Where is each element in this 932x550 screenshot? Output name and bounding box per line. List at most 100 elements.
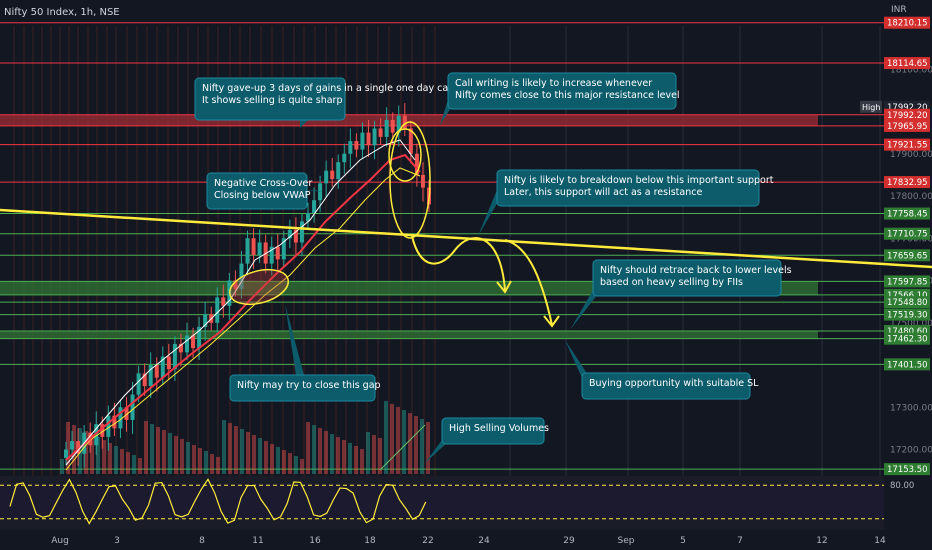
volume-bar [150, 424, 154, 474]
candle-body [191, 335, 196, 349]
candle-body [354, 141, 359, 150]
annotation-boxes: Nifty gave-up 3 days of gains in a singl… [194, 72, 792, 463]
callout-line: Nifty should retrace back to lower level… [600, 265, 792, 276]
candle-body [306, 212, 310, 222]
volume-bar [102, 440, 106, 474]
candle-body [185, 335, 189, 353]
callout-text-gave_up: Nifty gave-up 3 days of gains in a singl… [202, 83, 472, 106]
volume-bar [294, 456, 298, 474]
price-tag-green [884, 275, 930, 288]
time-tick-label: 16 [309, 536, 321, 546]
indicator-lines [65, 139, 421, 471]
volume-bar [342, 440, 346, 474]
zone-green [0, 330, 818, 339]
callout-box [206, 172, 308, 210]
drawings [0, 121, 932, 471]
candle-body [154, 365, 159, 378]
callout-tail [570, 290, 601, 330]
projection-arrow-1 [496, 280, 512, 294]
volume-bar [390, 404, 394, 474]
time-tick-label: 29 [563, 536, 575, 546]
callout-box [581, 372, 751, 400]
volume-bar [90, 434, 94, 474]
candle-body [64, 449, 68, 458]
volume-bar [120, 449, 124, 474]
candle-body [360, 132, 365, 150]
price-tag-label: 17462.30 [887, 335, 928, 345]
candle-body [324, 170, 329, 184]
candle-body [312, 200, 317, 213]
price-tag-green [884, 332, 930, 345]
candle-body [100, 424, 105, 437]
time-tick-label: 22 [422, 536, 433, 546]
projection-arrow-2 [543, 315, 560, 328]
candle-body [112, 415, 117, 429]
price-tag-green [884, 463, 930, 476]
candle-body [348, 141, 353, 154]
price-axis: 17200.0017300.0017500.0017600.0017700.00… [860, 16, 932, 476]
callout-tail [425, 440, 450, 463]
oscillator-level-label: 80.00 [890, 481, 914, 491]
candle-body [251, 238, 256, 256]
projection-curve-1 [411, 235, 506, 291]
candle-body [372, 128, 377, 146]
volume-bar [336, 437, 340, 474]
price-tick-label: 18100.00 [890, 65, 932, 75]
price-tag-green [884, 358, 930, 371]
vwap-line [65, 167, 421, 471]
price-tag-green [884, 207, 930, 220]
price-tag-red [884, 16, 930, 29]
callout-text-call_writing: Call writing is likely to increase whene… [455, 78, 680, 101]
volume-bar [96, 437, 100, 474]
volume-bar [402, 410, 406, 474]
volume-bar [258, 438, 262, 474]
callout-tail [300, 120, 308, 128]
price-tag-green [884, 249, 930, 262]
volume-bar [108, 443, 112, 474]
candle-body [390, 119, 395, 133]
volume-bar [396, 407, 400, 474]
price-tick-label: 17500.00 [890, 319, 932, 329]
price-tag-red [884, 176, 930, 189]
volume-bar [240, 429, 244, 474]
volume-bar [426, 422, 430, 474]
volume-bar [132, 455, 136, 474]
candle-body [408, 128, 413, 154]
candle-body [275, 246, 280, 260]
candle-body [245, 238, 250, 264]
zone-red [0, 114, 818, 126]
price-tag-label: 17548.80 [887, 298, 928, 308]
price-tag-label: 17758.45 [887, 210, 928, 220]
price-tag-green [884, 296, 930, 309]
candle-body [293, 229, 298, 243]
volume-bar [186, 442, 190, 474]
price-tag-red [884, 138, 930, 151]
candle-body [402, 115, 407, 129]
volume-bar [300, 459, 304, 474]
candle-body [318, 183, 323, 201]
oscillator-band [0, 484, 884, 518]
candle-body [166, 356, 171, 370]
price-tick-label: 17900.00 [890, 150, 932, 160]
price-tag-label: 17832.95 [887, 178, 928, 188]
volume-bar [324, 431, 328, 474]
time-tick-label: 7 [737, 536, 743, 546]
price-tag-label: 18210.15 [887, 19, 928, 29]
price-tag-label: 17965.95 [887, 122, 928, 132]
price-tag-label: 17480.60 [887, 327, 928, 337]
callout-tail [307, 190, 322, 192]
volume-bar [372, 435, 376, 474]
volume-bar [414, 416, 418, 474]
callout-line: It shows selling is quite sharp [202, 95, 342, 106]
volume-bar [312, 425, 316, 474]
oscillator-pane: 80.00 [0, 476, 914, 530]
volume-bar [360, 449, 364, 474]
oscillator-line [9, 478, 427, 525]
volume-bar [168, 433, 172, 474]
candle-body [420, 174, 425, 188]
volume-bar [138, 458, 142, 474]
candle-body [178, 343, 183, 353]
callout-text-retrace: Nifty should retrace back to lower level… [600, 265, 792, 288]
callout-text-buying: Buying opportunity with suitable SL [589, 378, 759, 389]
price-tag-label: 17519.30 [887, 311, 928, 321]
